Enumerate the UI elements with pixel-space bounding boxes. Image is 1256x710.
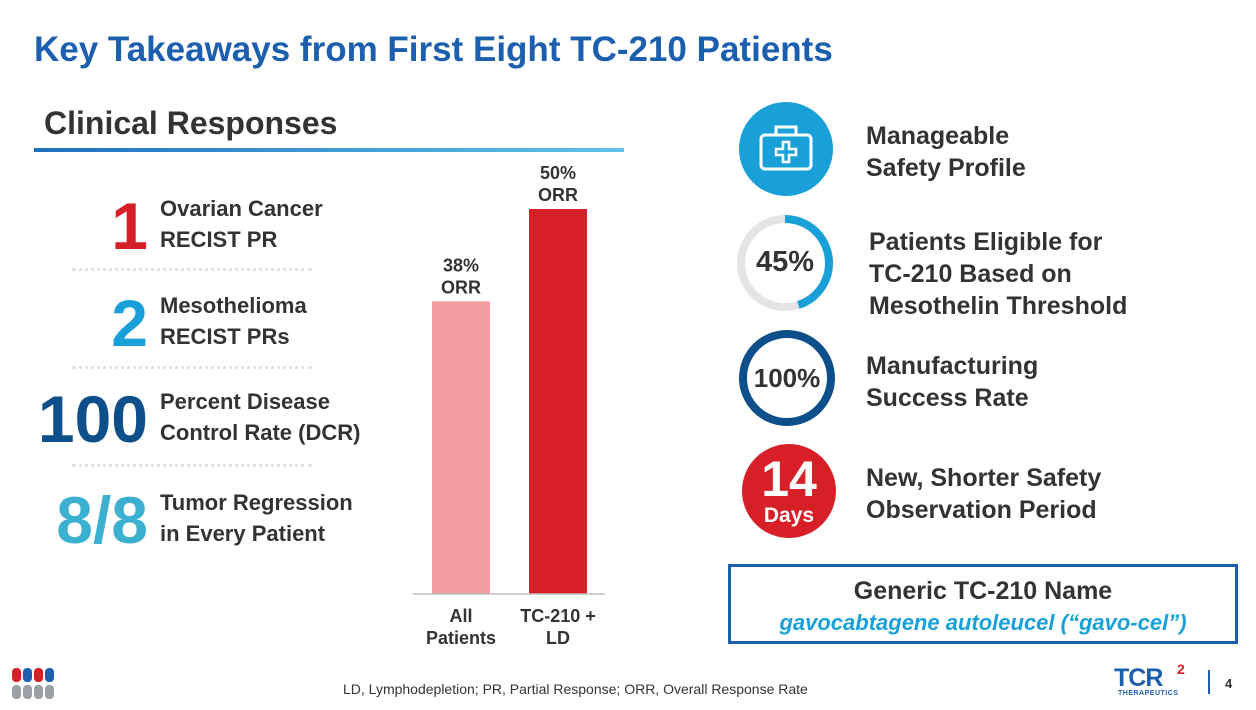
progress-ring-arc <box>737 215 833 311</box>
medical-kit-icon <box>739 102 839 202</box>
stat-number: 1 <box>111 189 148 263</box>
highlight-line2: Success Rate <box>866 384 1029 412</box>
stat-number: 8/8 <box>56 483 148 557</box>
data-label-0-1: ORR <box>441 277 481 297</box>
footnote: LD, Lymphodepletion; PR, Partial Respons… <box>343 681 808 697</box>
highlight-line2: Observation Period <box>866 496 1097 524</box>
stat-mesothelioma: 2 Mesothelioma RECIST PRs <box>30 290 410 370</box>
highlight-manufacturing-label: Manufacturing Success Rate <box>866 350 1038 414</box>
highlight-line3: Mesothelin Threshold <box>869 292 1128 320</box>
bar-1 <box>529 209 587 594</box>
stat-ovarian: 1 Ovarian Cancer RECIST PR <box>30 193 410 273</box>
category-label-1-0: TC-210 + <box>520 606 596 626</box>
stat-label: Mesothelioma RECIST PRs <box>160 290 307 352</box>
company-logo: TCR 2 THERAPEUTICS <box>1114 661 1194 704</box>
stat-label-line1: Ovarian Cancer <box>160 196 323 221</box>
data-label-0-0: 38% <box>443 255 479 275</box>
highlight-line1: Manufacturing <box>866 352 1039 380</box>
category-label-1-1: LD <box>546 628 570 648</box>
stat-regression: 8/8 Tumor Regression in Every Patient <box>30 487 410 567</box>
days-badge-icon: 14 Days <box>741 443 841 543</box>
highlight-safety-label: Manageable Safety Profile <box>866 120 1026 184</box>
stat-number: 100 <box>37 382 148 456</box>
ring-value-text: 100% <box>753 363 821 393</box>
highlight-line2: Safety Profile <box>866 154 1026 182</box>
highlight-line1: Patients Eligible for <box>869 228 1103 256</box>
highlight-observation-label: New, Shorter Safety Observation Period <box>866 462 1101 526</box>
stat-label: Percent Disease Control Rate (DCR) <box>160 386 360 448</box>
highlight-line1: Manageable <box>866 122 1010 150</box>
stat-label-line1: Tumor Regression <box>160 490 353 515</box>
brand-mark-icon <box>10 666 56 702</box>
section-divider <box>34 148 624 152</box>
stat-label-line1: Percent Disease <box>160 389 330 414</box>
days-badge-unit: Days <box>763 504 815 527</box>
data-label-1-0: 50% <box>540 163 576 183</box>
highlight-eligibility-label: Patients Eligible for TC-210 Based on Me… <box>869 226 1127 322</box>
generic-name-subtitle: gavocabtagene autoleucel (“gavo-cel”) <box>779 610 1187 635</box>
stat-label-line2: RECIST PR <box>160 227 278 252</box>
highlight-line2: TC-210 Based on <box>869 260 1072 288</box>
dotted-divider <box>72 268 312 271</box>
logo-text: TCR <box>1114 664 1163 692</box>
logo-superscript: 2 <box>1177 661 1185 677</box>
dotted-divider <box>72 464 312 467</box>
dotted-divider <box>72 366 312 369</box>
category-label-0-0: All <box>449 606 472 626</box>
stat-label-line2: in Every Patient <box>160 521 326 546</box>
page-number: 4 <box>1225 676 1233 691</box>
page-title: Key Takeaways from First Eight TC-210 Pa… <box>34 30 833 69</box>
stat-label: Tumor Regression in Every Patient <box>160 487 353 549</box>
stat-number: 2 <box>111 286 148 360</box>
stat-label-line2: Control Rate (DCR) <box>160 420 361 445</box>
logo-subtext: THERAPEUTICS <box>1118 690 1179 697</box>
ring-value-text: 45% <box>755 246 815 278</box>
stat-label: Ovarian Cancer RECIST PR <box>160 193 323 255</box>
stat-dcr: 100 Percent Disease Control Rate (DCR) <box>30 386 410 466</box>
section-title: Clinical Responses <box>44 105 338 141</box>
logo-divider <box>1208 670 1210 694</box>
stat-label-line2: RECIST PRs <box>160 324 290 349</box>
highlight-line1: New, Shorter Safety <box>866 464 1102 492</box>
days-badge-number: 14 <box>761 451 817 507</box>
percent-ring-icon: 45% <box>735 213 835 313</box>
category-label-0-1: Patients <box>426 628 496 648</box>
bar-0 <box>432 301 490 594</box>
stat-label-line1: Mesothelioma <box>160 293 307 318</box>
data-label-1-1: ORR <box>538 185 578 205</box>
generic-name-box: Generic TC-210 Name gavocabtagene autole… <box>728 564 1238 644</box>
generic-name-title: Generic TC-210 Name <box>853 577 1113 605</box>
full-ring-icon: 100% <box>737 328 837 428</box>
